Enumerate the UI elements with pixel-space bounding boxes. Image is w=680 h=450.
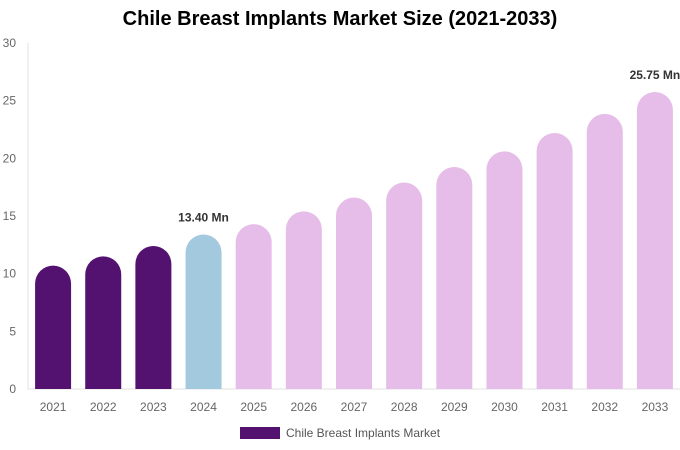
x-tick-label: 2026 — [290, 400, 317, 414]
bar-2023 — [135, 245, 172, 389]
bar-2025 — [235, 224, 272, 389]
y-tick-label: 0 — [9, 382, 16, 396]
y-tick-label: 10 — [3, 267, 17, 281]
bar-2029 — [436, 166, 473, 389]
legend: Chile Breast Implants Market — [240, 426, 440, 440]
x-tick-label: 2030 — [491, 400, 518, 414]
legend-swatch — [240, 427, 280, 439]
y-tick-label: 20 — [3, 151, 17, 165]
bar-2024 — [185, 234, 222, 389]
bar-2032 — [586, 113, 623, 389]
x-tick-label: 2025 — [240, 400, 267, 414]
y-tick-label: 25 — [3, 94, 17, 108]
bar-2027 — [336, 197, 372, 389]
y-tick-label: 30 — [3, 36, 17, 50]
chart-title: Chile Breast Implants Market Size (2021-… — [122, 8, 558, 30]
x-tick-label: 2023 — [140, 400, 167, 414]
x-tick-label: 2033 — [642, 400, 669, 414]
bar-2021 — [35, 265, 72, 389]
x-tick-label: 2031 — [541, 400, 568, 414]
x-tick-label: 2032 — [591, 400, 618, 414]
bar-2026 — [285, 211, 322, 389]
x-tick-label: 2022 — [90, 400, 117, 414]
bar-2030 — [486, 151, 523, 389]
data-label: 25.75 Mn — [630, 68, 680, 82]
bar-2033 — [636, 92, 673, 390]
x-tick-label: 2029 — [441, 400, 468, 414]
y-tick-label: 5 — [9, 324, 16, 338]
x-tick-label: 2028 — [391, 400, 418, 414]
legend-label: Chile Breast Implants Market — [286, 426, 441, 440]
bar-2028 — [386, 182, 423, 389]
data-label: 13.40 Mn — [178, 210, 229, 224]
x-tick-label: 2024 — [190, 400, 217, 414]
y-tick-label: 15 — [3, 209, 17, 223]
bar-2022 — [85, 256, 122, 389]
bar-2031 — [536, 132, 573, 389]
x-tick-label: 2021 — [40, 400, 67, 414]
x-tick-label: 2027 — [341, 400, 368, 414]
